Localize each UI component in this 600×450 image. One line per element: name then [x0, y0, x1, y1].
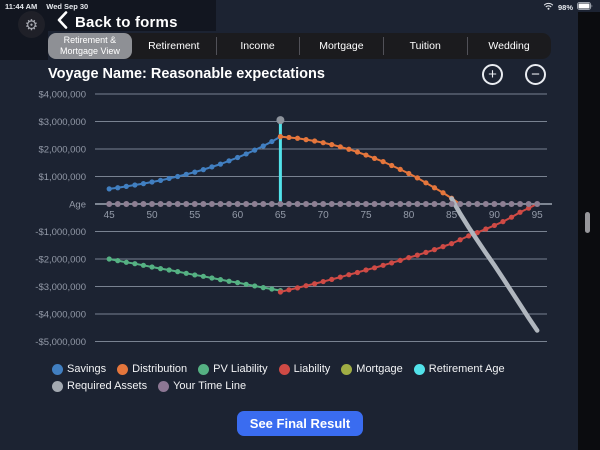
status-date: Wed Sep 30 [46, 2, 89, 11]
wifi-icon [543, 2, 554, 12]
back-button[interactable]: Back to forms [57, 11, 178, 34]
your-time-line-dot-icon [158, 380, 170, 392]
svg-text:Age: Age [69, 200, 86, 211]
zoom-out-button[interactable]: − [525, 64, 546, 85]
svg-text:90: 90 [489, 210, 501, 221]
svg-text:-$5,000,000: -$5,000,000 [35, 337, 86, 348]
scrollbar-track[interactable] [578, 12, 600, 450]
svg-text:$2,000,000: $2,000,000 [38, 145, 86, 156]
settings-button[interactable]: ⚙ [18, 11, 45, 38]
distribution-dot-icon [117, 363, 129, 375]
svg-text:85: 85 [446, 210, 458, 221]
gear-icon: ⚙ [24, 16, 39, 34]
svg-text:70: 70 [318, 210, 330, 221]
legend-item-distribution: Distribution [117, 363, 187, 375]
status-time: 11:44 AM [5, 2, 38, 11]
pv-liability-dot-icon [198, 363, 210, 375]
svg-text:65: 65 [275, 210, 287, 221]
view-tab-bar: Retirement & Mortgage View Retirement In… [48, 33, 551, 59]
tab-income[interactable]: Income [215, 33, 300, 59]
svg-text:75: 75 [360, 210, 372, 221]
svg-text:80: 80 [403, 210, 415, 221]
battery-percent: 98% [557, 2, 573, 12]
minus-icon: − [531, 66, 540, 83]
svg-text:$1,000,000: $1,000,000 [38, 172, 86, 183]
svg-text:-$2,000,000: -$2,000,000 [35, 255, 86, 266]
legend-item-required-assets: Required Assets [52, 380, 147, 392]
svg-text:-$1,000,000: -$1,000,000 [35, 227, 86, 238]
svg-text:$4,000,000: $4,000,000 [38, 90, 86, 101]
liability-dot-icon [278, 363, 290, 375]
tab-wedding[interactable]: Wedding [467, 33, 551, 59]
svg-text:$3,000,000: $3,000,000 [38, 117, 86, 128]
svg-text:-$3,000,000: -$3,000,000 [35, 282, 86, 293]
svg-text:95: 95 [532, 210, 544, 221]
back-label: Back to forms [75, 14, 178, 31]
scrollbar-thumb[interactable] [585, 212, 590, 233]
chart-canvas: $4,000,000 $3,000,000 $2,000,000 $1,000,000… [35, 90, 552, 348]
tab-tuition[interactable]: Tuition [383, 33, 467, 59]
battery-icon [577, 2, 593, 12]
tab-mortgage[interactable]: Mortgage [299, 33, 383, 59]
chevron-left-icon [57, 11, 68, 34]
plus-icon: + [488, 66, 497, 83]
status-bar: 11:44 AM Wed Sep 30 98% [0, 0, 600, 12]
svg-text:-$4,000,000: -$4,000,000 [35, 310, 86, 321]
svg-text:45: 45 [104, 210, 116, 221]
legend-item-liability: Liability [278, 363, 330, 375]
page-title: Voyage Name: Reasonable expectations [48, 66, 325, 82]
svg-text:60: 60 [232, 210, 244, 221]
required-assets-dot-icon [52, 380, 63, 392]
legend-item-mortgage: Mortgage [341, 363, 403, 375]
svg-text:55: 55 [189, 210, 201, 221]
svg-text:50: 50 [146, 210, 158, 221]
legend-item-savings: Savings [52, 363, 106, 375]
zoom-in-button[interactable]: + [482, 64, 503, 85]
legend-item-retirement-age: Retirement Age [413, 363, 505, 375]
legend-item-pv-liability: PV Liability [198, 363, 268, 375]
chart-legend: Savings Distribution PV Liability Liabil… [52, 363, 572, 397]
tab-retirement[interactable]: Retirement [148, 40, 200, 52]
retirement-age-dot-icon [413, 363, 425, 375]
legend-item-your-time-line: Your Time Line [158, 380, 246, 392]
mortgage-dot-icon [341, 363, 353, 375]
tab-retirement-mortgage-view[interactable]: Retirement & Mortgage View [48, 33, 132, 59]
savings-dot-icon [52, 363, 63, 375]
see-final-result-button[interactable]: See Final Result [237, 411, 363, 436]
